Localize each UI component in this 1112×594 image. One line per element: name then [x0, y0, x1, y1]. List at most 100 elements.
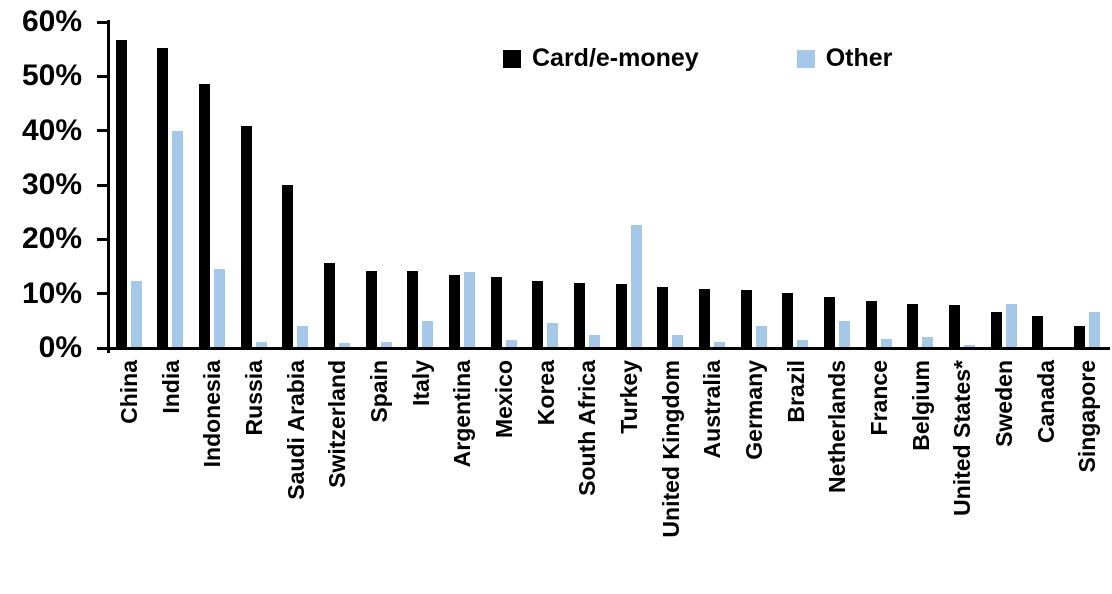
x-axis-label: Turkey: [615, 360, 642, 434]
bar-card-e-money: [824, 297, 836, 347]
bar-card-e-money: [449, 274, 461, 347]
bar-group: [275, 0, 317, 347]
x-axis-label: Netherlands: [824, 360, 851, 493]
bar-card-e-money: [657, 287, 669, 347]
y-axis-tick-label: 20%: [21, 222, 82, 255]
legend-label-card-e-money: Card/e-money: [532, 44, 699, 72]
bar-card-e-money: [615, 283, 627, 347]
legend-item-other: Other: [796, 44, 893, 72]
bar-card-e-money: [949, 304, 961, 347]
legend-label-other: Other: [825, 44, 893, 72]
bar-card-e-money: [907, 303, 919, 347]
bar-other: [130, 280, 142, 347]
bar-card-e-money: [282, 185, 294, 347]
bar-card-e-money: [115, 39, 127, 347]
x-axis-label: Belgium: [907, 360, 934, 451]
x-axis-label: Saudi Arabia: [282, 360, 309, 500]
x-axis-label: Germany: [740, 360, 767, 460]
bar-card-e-money: [699, 288, 711, 347]
bar-card-e-money: [157, 47, 169, 347]
x-axis-label: China: [115, 360, 142, 424]
bar-group: [650, 0, 692, 347]
bar-group: [566, 0, 608, 347]
bar-group: [1066, 0, 1108, 347]
bar-group: [900, 0, 942, 347]
bar-group: [316, 0, 358, 347]
bar-other: [839, 321, 851, 347]
bar-card-e-money: [365, 270, 377, 347]
plot-area: [108, 0, 1108, 348]
x-axis-label: Indonesia: [199, 360, 226, 468]
bar-other: [172, 130, 184, 347]
legend-swatch-card-e-money: [503, 49, 521, 68]
legend-swatch-other: [796, 49, 815, 68]
bar-card-e-money: [990, 312, 1002, 347]
y-axis-line: [107, 20, 110, 353]
x-axis-label: Sweden: [990, 360, 1017, 447]
bar-group: [441, 0, 483, 347]
bar-group: [608, 0, 650, 347]
bar-group: [816, 0, 858, 347]
bar-other: [922, 336, 934, 347]
x-axis-label: Mexico: [490, 360, 517, 438]
bar-group: [108, 0, 150, 347]
bar-card-e-money: [490, 277, 502, 347]
x-axis-label: India: [157, 360, 184, 414]
x-axis-label: Singapore: [1074, 360, 1101, 473]
bar-card-e-money: [532, 281, 544, 347]
bar-card-e-money: [407, 270, 419, 347]
legend-item-card-e-money: Card/e-money: [503, 46, 699, 71]
bar-group: [233, 0, 275, 347]
y-axis-tick: [97, 75, 108, 78]
bar-other: [755, 326, 767, 347]
bar-card-e-money: [740, 289, 752, 347]
bar-group: [691, 0, 733, 347]
bar-other: [630, 225, 642, 347]
bar-other: [672, 335, 684, 347]
bar-other: [297, 325, 309, 347]
bar-card-e-money: [1074, 326, 1086, 347]
x-axis-label: United States*: [949, 360, 976, 516]
bar-other: [880, 339, 892, 347]
bar-card-e-money: [199, 84, 211, 347]
bar-other: [464, 272, 476, 347]
bar-other: [714, 341, 726, 347]
bar-group: [400, 0, 442, 347]
bar-group: [983, 0, 1025, 347]
y-axis-tick-label: 60%: [21, 5, 82, 38]
y-axis-tick: [97, 292, 108, 295]
bar-card-e-money: [574, 283, 586, 347]
y-axis-tick: [97, 184, 108, 187]
bar-card-e-money: [782, 293, 794, 347]
x-axis-label: Canada: [1032, 360, 1059, 444]
x-axis-label: France: [865, 360, 892, 436]
bar-group: [358, 0, 400, 347]
bar-group: [483, 0, 525, 347]
x-axis-line: [97, 347, 1110, 350]
bar-card-e-money: [240, 126, 252, 347]
bar-card-e-money: [865, 300, 877, 347]
bar-other: [797, 340, 809, 347]
bar-other: [589, 335, 601, 347]
x-axis-label: Argentina: [449, 360, 476, 468]
bar-group: [150, 0, 192, 347]
bar-other: [964, 345, 976, 347]
x-axis-label: Brazil: [782, 360, 809, 423]
bar-group: [525, 0, 567, 347]
bar-card-e-money: [1032, 315, 1044, 347]
bar-other: [255, 342, 267, 347]
bar-other: [214, 268, 226, 347]
y-axis-tick-label: 50%: [21, 59, 82, 92]
bar-group: [1025, 0, 1067, 347]
y-axis-tick-label: 10%: [21, 277, 82, 310]
x-axis-label: Switzerland: [324, 360, 351, 488]
y-axis-tick-label: 40%: [21, 114, 82, 147]
bar-other: [505, 339, 517, 347]
y-axis-tick-label: 0%: [38, 331, 82, 364]
x-axis-label: Italy: [407, 360, 434, 407]
y-axis-tick: [97, 21, 108, 24]
bar-group: [775, 0, 817, 347]
bar-other: [1089, 311, 1101, 347]
x-axis-label: United Kingdom: [657, 360, 684, 538]
